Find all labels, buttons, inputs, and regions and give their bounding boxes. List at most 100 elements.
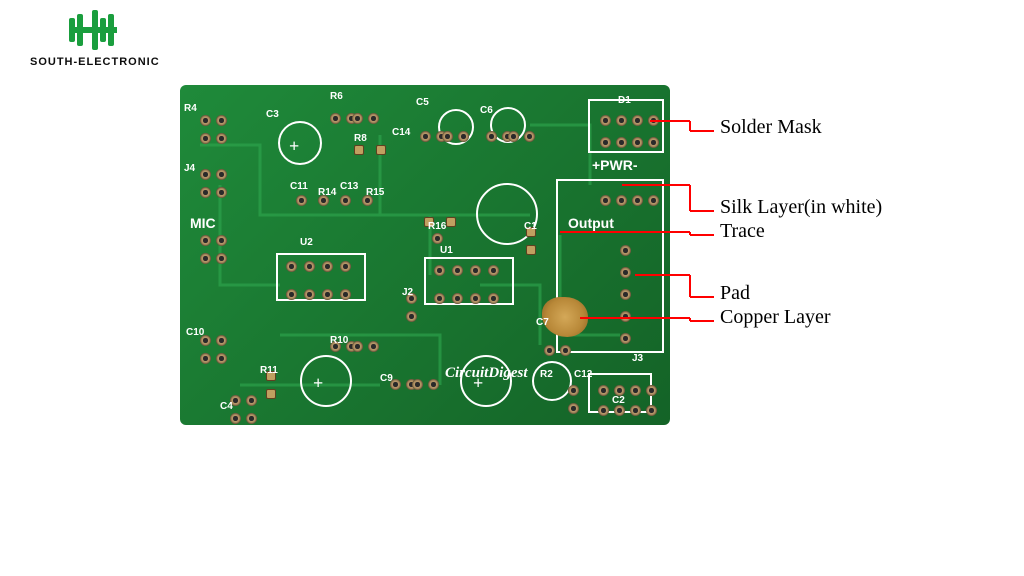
silk-label: C13 [340,181,358,192]
via-pad [488,265,499,276]
via-pad [620,311,631,322]
silk-circle [278,121,322,165]
via-pad [544,345,555,356]
silk-label: R4 [184,103,197,114]
silk-label: MIC [190,215,216,231]
silk-label: C3 [266,109,279,120]
via-pad [246,395,257,406]
silk-label: U1 [440,245,453,256]
via-pad [420,131,431,142]
via-pad [620,267,631,278]
via-pad [200,169,211,180]
via-pad [230,413,241,424]
smd-pad [446,217,456,227]
silk-label: R16 [428,221,446,232]
via-pad [200,115,211,126]
via-pad [200,353,211,364]
via-pad [616,137,627,148]
via-pad [216,235,227,246]
via-pad [452,293,463,304]
via-pad [614,405,625,416]
via-pad [304,289,315,300]
silk-label: C10 [186,327,204,338]
silk-label: R2 [540,369,553,380]
via-pad [646,405,657,416]
via-pad [598,385,609,396]
via-pad [330,113,341,124]
via-pad [648,137,659,148]
pcb-surface: +++R6R4C3C5C6R8C14D1+PWR-MICJ4C11R14C13R… [180,85,670,425]
via-pad [296,195,307,206]
via-pad [322,289,333,300]
silk-label: C14 [392,127,410,138]
smd-pad [266,389,276,399]
via-pad [368,113,379,124]
silk-label: R8 [354,133,367,144]
callout-label: Copper Layer [720,306,831,329]
silk-circle [300,355,352,407]
silk-label: C5 [416,97,429,108]
via-pad [632,195,643,206]
via-pad [286,289,297,300]
via-pad [412,379,423,390]
via-pad [200,133,211,144]
callout-label: Trace [720,220,765,243]
silk-label: C9 [380,373,393,384]
silk-label: C7 [536,317,549,328]
via-pad [648,115,659,126]
via-pad [432,233,443,244]
silk-label: C4 [220,401,233,412]
via-pad [560,345,571,356]
smd-pad [376,145,386,155]
polarity-plus-icon: + [313,373,323,394]
via-pad [368,341,379,352]
via-pad [598,405,609,416]
silk-label: C11 [290,181,308,192]
via-pad [216,187,227,198]
via-pad [524,131,535,142]
pcb-brand-text: CircuitDigest [445,365,528,382]
via-pad [632,115,643,126]
silk-label: J3 [632,353,643,364]
via-pad [442,131,453,142]
via-pad [616,195,627,206]
via-pad [216,253,227,264]
via-pad [486,131,497,142]
via-pad [340,261,351,272]
via-pad [616,115,627,126]
silk-label: U2 [300,237,313,248]
silk-label: J4 [184,163,195,174]
via-pad [620,289,631,300]
via-pad [216,115,227,126]
via-pad [428,379,439,390]
via-pad [406,311,417,322]
brand-logo: SOUTH-ELECTRONIC [30,10,160,68]
polarity-plus-icon: + [289,136,299,157]
via-pad [646,385,657,396]
smd-pad [354,145,364,155]
silk-label: R14 [318,187,336,198]
via-pad [620,333,631,344]
via-pad [600,137,611,148]
silk-label: R10 [330,335,348,346]
silk-label: D1 [618,95,631,106]
silk-label: R11 [260,365,278,376]
via-pad [568,385,579,396]
via-pad [216,335,227,346]
via-pad [246,413,257,424]
smd-pad [526,245,536,255]
via-pad [216,353,227,364]
via-pad [216,133,227,144]
via-pad [568,403,579,414]
via-pad [600,195,611,206]
via-pad [286,261,297,272]
silk-label: R6 [330,91,343,102]
via-pad [200,253,211,264]
via-pad [632,137,643,148]
via-pad [452,265,463,276]
via-pad [434,265,445,276]
via-pad [630,405,641,416]
silk-label: C1 [524,221,537,232]
silk-label: C6 [480,105,493,116]
callout-label: Solder Mask [720,116,822,139]
